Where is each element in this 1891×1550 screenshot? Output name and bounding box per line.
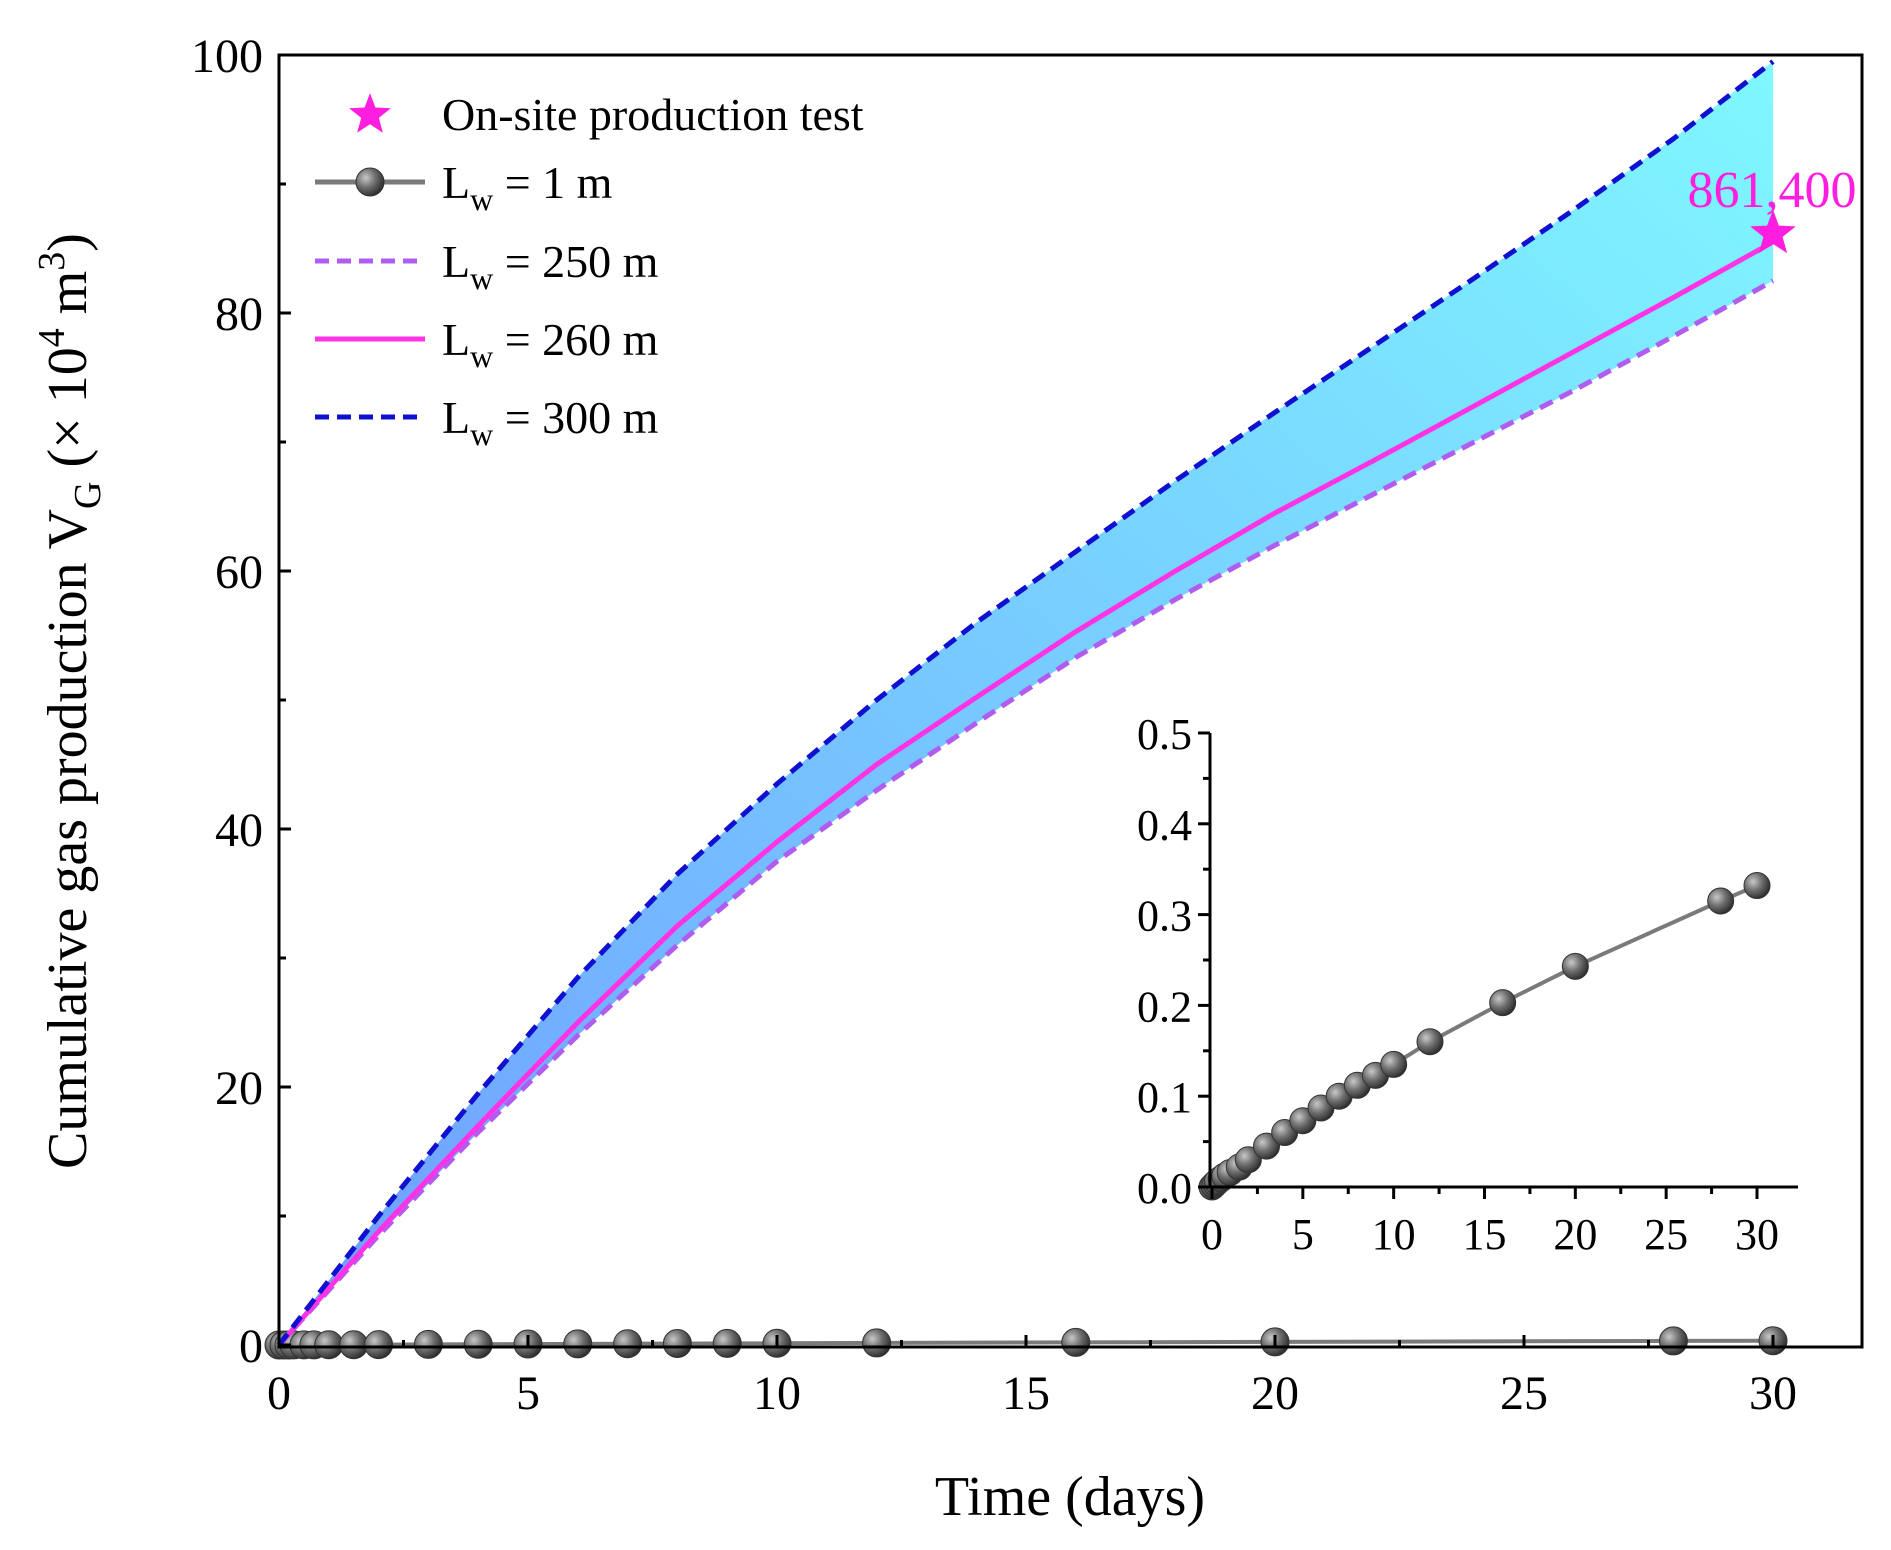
inset-series-layer [1198,872,1771,1201]
inset-x-tick-label: 25 [1644,1210,1688,1259]
x-tick-label: 30 [1749,1367,1797,1420]
y-axis-label-sub: G [67,482,109,509]
legend-star-symbol [349,93,391,133]
series-point-lw-1 [613,1329,643,1359]
onsite-test-star [1750,209,1796,254]
x-tick-label: 5 [516,1367,540,1420]
inset-y-tick-label: 0.3 [1137,892,1192,941]
x-axis-label: Time (days) [935,1466,1205,1528]
y-axis-label-exp2: 3 [31,252,73,271]
legend-label-onsite: On-site production test [442,89,864,140]
legend-marker-lw-1 [355,167,385,197]
inset-y-tick-label: 0.1 [1137,1073,1192,1122]
x-tick-label: 15 [1002,1367,1050,1420]
inset-x-tick-label: 15 [1463,1210,1507,1259]
series-point-lw-1 [862,1328,892,1358]
legend-label-1: Lw = 250 m [442,236,659,296]
legend-label-0: Lw = 1 m [442,157,613,217]
y-tick-label: 0 [239,1320,263,1373]
inset-series-point [1707,887,1735,915]
series-point-lw-1 [1061,1327,1091,1357]
series-point-lw-1 [314,1330,344,1360]
legend-label-3: Lw = 300 m [442,392,659,452]
y-tick-label: 60 [215,546,263,599]
y-axis-label-unit: (× 10 [37,347,99,481]
inset-series-point [1253,1132,1280,1160]
x-tick-label: 10 [753,1367,801,1420]
inset-axis-layer: 0 5 10 15 20 25 30 0.0 0.1 0.2 0.3 0.4 0.5 [1137,710,1798,1259]
y-tick-label: 40 [215,804,263,857]
inset-x-tick-label: 10 [1372,1210,1416,1259]
series-point-lw-1 [339,1330,369,1360]
inset-y-tick-label: 0.2 [1137,982,1192,1031]
series-point-lw-1 [1658,1326,1688,1356]
series-point-lw-1 [662,1329,692,1359]
inset-series-point [1743,872,1771,900]
inset-series-point [1561,952,1589,980]
inset-series-point [1489,989,1517,1017]
y-axis-label-unit-m: m [37,271,99,329]
series-line-2 [277,239,1775,1347]
legend: On-site production test Lw = 1 m Lw = 250 … [315,89,864,452]
y-axis-label-exp: 4 [31,328,73,347]
y-axis-label-main: Cumulative gas production V [37,509,99,1169]
x-tick-label: 25 [1500,1367,1548,1420]
series-point-lw-1 [463,1329,493,1359]
series-point-lw-1 [364,1330,394,1360]
y-tick-label: 100 [191,30,263,83]
inset-x-tick-label: 0 [1201,1210,1223,1259]
series-point-lw-1 [413,1329,443,1359]
onsite-test-annotation: 861,400 [1688,162,1857,219]
series-line-1 [277,278,1775,1347]
inset-plot: 0 5 10 15 20 25 30 0.0 0.1 0.2 0.3 0.4 0.5 [1137,710,1798,1259]
inset-series-point [1234,1146,1262,1174]
series-point-lw-1 [563,1329,593,1359]
inset-x-tick-label: 5 [1292,1210,1314,1259]
series-point-lw-1 [712,1328,742,1358]
y-tick-label: 80 [215,288,263,341]
y-axis-label-close: ) [37,233,99,252]
band-area [279,61,1773,1345]
x-tick-label: 20 [1251,1367,1299,1420]
inset-series-point [1380,1050,1408,1078]
x-tick-label: 0 [267,1367,291,1420]
y-tick-label: 20 [215,1062,263,1115]
fill-band [279,61,1773,1345]
inset-x-tick-label: 20 [1553,1210,1597,1259]
series-line-3 [277,59,1775,1347]
inset-y-tick-label: 0.0 [1137,1164,1192,1213]
marker-layer: 861,400 [1688,162,1857,254]
inset-y-tick-label: 0.5 [1137,710,1192,759]
inset-series-point [1416,1028,1444,1056]
y-axis-label: Cumulative gas production VG (× 104 m3) [31,233,109,1169]
series-layer [264,59,1788,1360]
legend-label-2: Lw = 260 m [442,314,659,374]
inset-x-tick-label: 30 [1735,1210,1779,1259]
inset-y-tick-label: 0.4 [1137,801,1192,850]
